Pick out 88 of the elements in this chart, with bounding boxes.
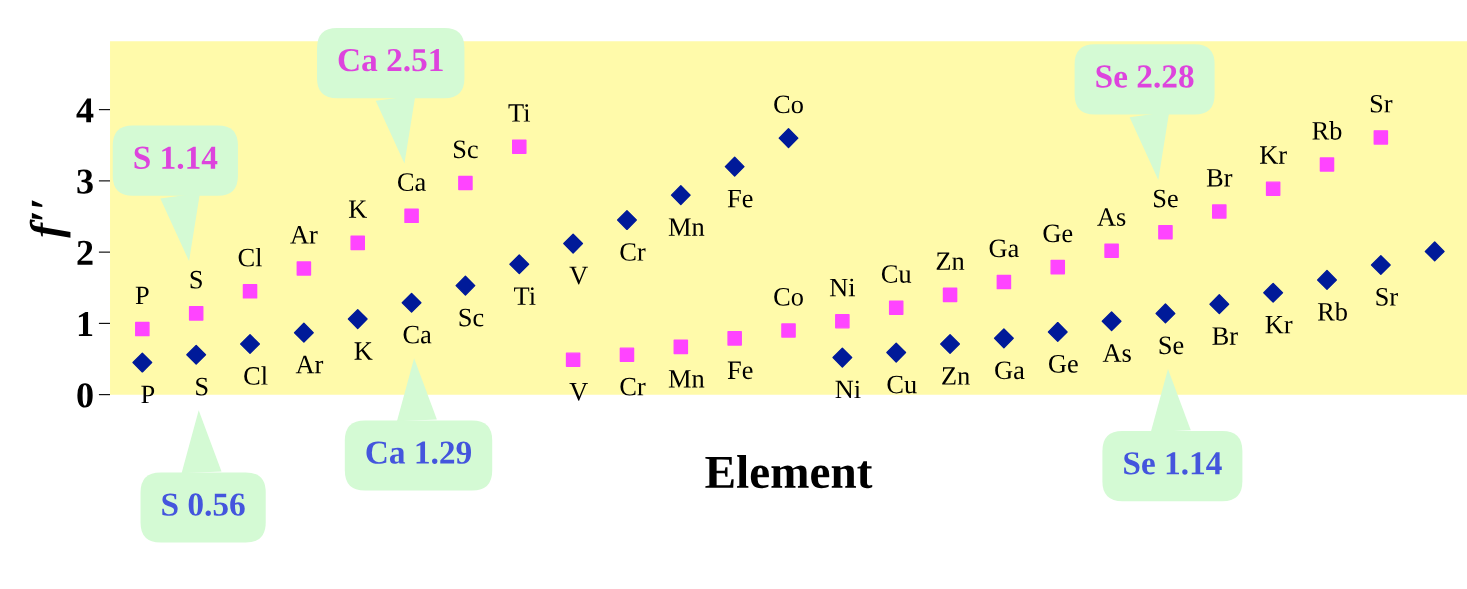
point: [1316, 269, 1338, 290]
x-tick-label: V: [569, 382, 588, 401]
point: [1047, 321, 1068, 342]
point: [509, 254, 530, 275]
point: [458, 175, 473, 191]
category-label: Sr: [1376, 288, 1398, 306]
y-tick-label: 4: [76, 98, 94, 123]
x-tick-label: Cu: [887, 375, 917, 394]
y-axis-title: f′′: [29, 200, 71, 238]
point: [1104, 243, 1119, 258]
point: [242, 284, 258, 299]
x-tick-label: Mn: [668, 370, 705, 388]
point: [940, 334, 961, 355]
point: [404, 208, 419, 224]
y-tick-label: 2: [77, 240, 93, 265]
category-label: Ti: [514, 287, 536, 305]
point: [835, 313, 850, 329]
point: [942, 287, 958, 303]
x-tick-label: Ni: [835, 380, 861, 399]
point: [670, 185, 691, 206]
point: [1373, 130, 1389, 145]
y-tick-label: 1: [78, 312, 93, 336]
point: [565, 352, 581, 368]
category-label: S: [190, 270, 202, 289]
annotation: Ca 2.51: [338, 48, 443, 72]
x-tick-label: Cl: [238, 247, 262, 267]
category-label: Ca: [403, 325, 432, 344]
point: [1101, 311, 1122, 332]
text: S 0.56: [162, 493, 245, 516]
category-label: P: [135, 286, 149, 305]
point: [188, 306, 204, 321]
category-label: K: [354, 342, 373, 360]
point: [1050, 259, 1066, 275]
point: [401, 292, 422, 313]
point: [1319, 157, 1335, 172]
annotation: Se 2.28: [1096, 65, 1194, 88]
x-tick-label: K: [348, 200, 367, 218]
x-tick-label: Cr: [620, 377, 646, 396]
point: [455, 275, 476, 296]
point: [186, 344, 207, 365]
point: [132, 352, 153, 373]
y-tick-label: 3: [77, 169, 93, 194]
point: [1263, 282, 1284, 303]
point: [293, 322, 314, 343]
point: [135, 321, 150, 337]
category-label: As: [1102, 344, 1131, 363]
point: [886, 342, 907, 363]
point: [781, 323, 796, 338]
point: [1265, 181, 1281, 197]
category-label: Kr: [1265, 316, 1293, 334]
point: [832, 347, 853, 368]
point: [1424, 241, 1445, 262]
point: [996, 274, 1012, 290]
annotation: S 1.14: [134, 146, 218, 170]
point: [1212, 204, 1227, 219]
point: [1155, 303, 1176, 324]
category-label: Ni: [829, 278, 856, 297]
point: [1209, 294, 1230, 315]
point: [347, 309, 368, 330]
point: [296, 261, 312, 276]
category-label: V: [569, 266, 588, 285]
category-label: Se: [1159, 336, 1184, 355]
x-tick-label: P: [141, 385, 155, 404]
category-label: Sc: [459, 308, 484, 327]
point: [1158, 224, 1173, 240]
point: [616, 210, 637, 231]
category-label: Rb: [1317, 302, 1347, 321]
category-label: Br: [1212, 327, 1238, 345]
point: [888, 300, 904, 315]
point: [240, 334, 261, 355]
x-tick-label: S: [196, 377, 208, 396]
point: [993, 328, 1014, 349]
point: [673, 339, 689, 355]
point: [724, 156, 745, 177]
category-label: Ge: [1049, 354, 1078, 373]
text: Ca 1.29: [366, 441, 472, 464]
y-tick-label: 0: [77, 383, 93, 408]
category-label: Cu: [881, 265, 912, 283]
x-axis-title: Element: [705, 455, 873, 489]
point: [778, 128, 799, 149]
point: [727, 331, 742, 346]
point: [563, 233, 584, 254]
category-label: Ar: [295, 355, 324, 374]
text: Se 1.14: [1124, 452, 1222, 475]
point: [619, 347, 635, 363]
point: [511, 139, 527, 154]
point: [350, 235, 366, 251]
point: [1370, 254, 1391, 275]
